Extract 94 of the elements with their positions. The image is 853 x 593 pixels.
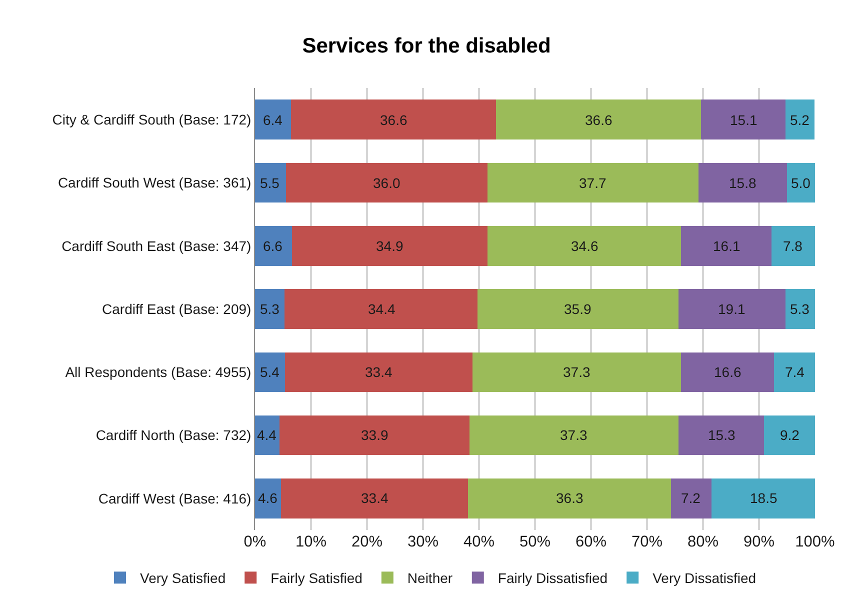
data-label: 37.3 [563, 364, 590, 380]
bar [286, 162, 488, 203]
data-label: 15.8 [729, 175, 756, 191]
x-tick-label: 80% [687, 534, 719, 550]
data-label: 5.3 [790, 301, 810, 317]
bar [787, 162, 815, 203]
bar [785, 289, 815, 329]
bar [678, 289, 786, 329]
data-label: 34.9 [376, 238, 404, 254]
bar [698, 162, 787, 203]
data-label: 36.6 [380, 112, 408, 128]
data-label: 18.5 [750, 490, 778, 506]
bar [487, 226, 682, 266]
x-tick-label: 20% [351, 534, 383, 550]
y-tick-label: City & Cardiff South (Base: 172) [52, 111, 252, 128]
y-tick-label: All Respondents (Base: 4955) [65, 364, 252, 380]
y-tick-label: Cardiff East (Base: 209) [102, 300, 252, 317]
bar [255, 226, 292, 266]
bar [255, 478, 281, 518]
data-label: 33.9 [361, 427, 388, 443]
data-label: 34.4 [368, 301, 396, 317]
bar [681, 226, 772, 266]
data-label: 6.6 [263, 238, 283, 254]
bar [285, 352, 472, 392]
bar [764, 415, 815, 456]
data-label: 16.6 [714, 364, 742, 380]
chart-title: Services for the disabled [302, 34, 551, 58]
data-label: 15.1 [730, 112, 758, 128]
data-label: 5.3 [260, 301, 280, 317]
data-label: 5.2 [790, 112, 810, 128]
bar [290, 100, 496, 140]
bar [255, 415, 280, 456]
legend-label: Fairly Satisfied [270, 570, 362, 586]
bar [284, 289, 478, 329]
x-tick-label: 10% [295, 534, 327, 550]
data-label: 33.4 [361, 490, 388, 506]
bar [255, 162, 286, 203]
bar [711, 478, 815, 518]
bar [700, 100, 786, 140]
x-tick-label: 50% [519, 534, 551, 550]
data-label: 5.0 [791, 175, 811, 191]
bar [681, 352, 774, 392]
data-label: 36.0 [373, 175, 400, 191]
bar [678, 415, 764, 456]
legend-label: Neither [407, 570, 453, 586]
x-tick-label: 70% [631, 534, 663, 550]
data-label: 4.6 [258, 490, 278, 506]
bar [477, 289, 678, 329]
bar [785, 100, 814, 140]
data-label: 5.5 [260, 175, 280, 191]
bar [468, 478, 672, 518]
y-tick-label: Cardiff West (Base: 416) [98, 490, 252, 506]
data-label: 37.7 [579, 175, 606, 191]
bar [771, 226, 815, 266]
data-label: 16.1 [713, 238, 740, 254]
data-label: 15.3 [708, 427, 736, 443]
data-label: 7.4 [785, 364, 805, 380]
data-label: 36.6 [585, 112, 612, 128]
legend-label: Fairly Dissatisfied [498, 570, 608, 586]
bar [487, 162, 699, 203]
data-label: 36.3 [556, 490, 584, 506]
legend-label: Very Satisfied [140, 570, 226, 586]
bar [496, 100, 701, 140]
y-tick-label: Cardiff South West (Base: 361) [58, 174, 252, 191]
data-label: 9.2 [780, 427, 800, 443]
bar [255, 352, 286, 392]
bar [255, 100, 291, 140]
data-label: 37.3 [560, 427, 588, 443]
data-label: 35.9 [564, 301, 592, 317]
data-label: 19.1 [718, 301, 746, 317]
data-label: 34.6 [571, 238, 598, 254]
bar [472, 352, 682, 392]
data-label: 7.2 [681, 490, 701, 506]
data-label: 4.4 [257, 427, 277, 443]
y-tick-label: Cardiff North (Base: 732) [96, 427, 252, 444]
bar [774, 352, 815, 392]
legend-label: Very Dissatisfied [652, 570, 756, 586]
bar [280, 478, 468, 518]
data-label: 5.4 [260, 364, 280, 380]
x-tick-label: 100% [795, 534, 836, 550]
bar [255, 289, 285, 329]
x-tick-label: 90% [743, 534, 775, 550]
y-tick-label: Cardiff South East (Base: 347) [62, 238, 252, 254]
data-label: 7.8 [783, 238, 803, 254]
data-label: 6.4 [263, 112, 283, 128]
bar [469, 415, 678, 456]
x-tick-label: 60% [575, 534, 607, 550]
x-tick-label: 0% [244, 534, 266, 550]
bar [280, 415, 470, 456]
x-tick-label: 30% [407, 534, 439, 550]
bar [671, 478, 712, 518]
bar [292, 226, 488, 266]
x-tick-label: 40% [463, 534, 495, 550]
data-label: 33.4 [365, 364, 392, 380]
